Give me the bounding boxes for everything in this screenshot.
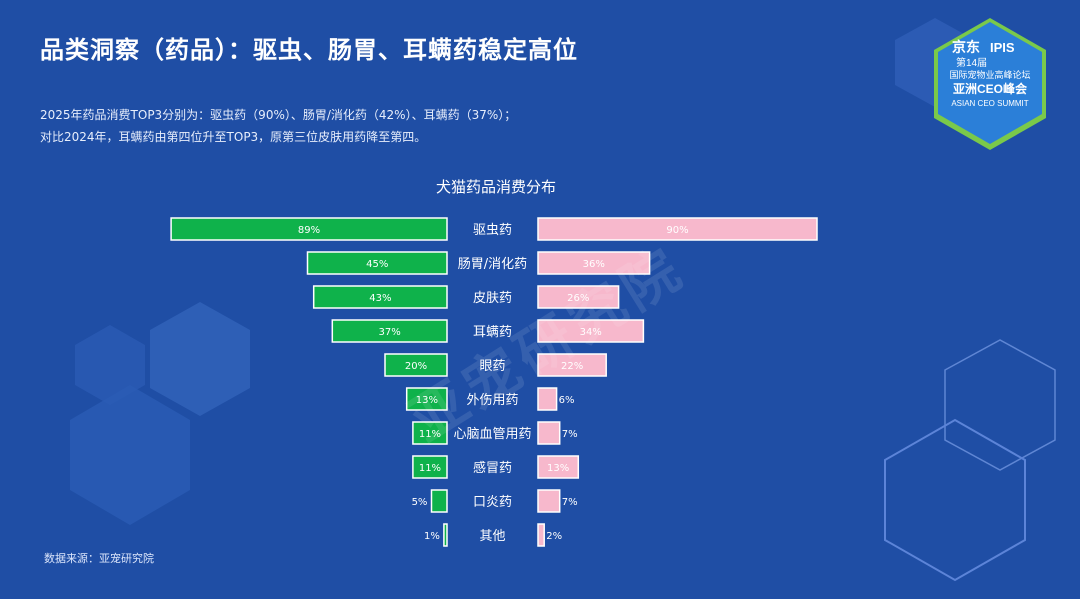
bar-left-3 (331, 319, 448, 343)
page-title: 品类洞察（药品）：驱虫、肠胃、耳螨药稳定高位 (40, 36, 578, 64)
logo-summit-cn: 亚洲CEO峰会 (953, 81, 1028, 96)
bar-right-7 (537, 455, 580, 479)
category-label-8: 口炎药 (473, 495, 512, 510)
bar-right-8 (537, 489, 561, 513)
logo-ipis: IPIS (990, 40, 1015, 55)
label-left-2: 43% (369, 293, 391, 304)
category-label-9: 其他 (479, 529, 505, 544)
label-right-5: 6% (559, 395, 575, 406)
bar-right-1 (537, 251, 651, 275)
label-right-6: 7% (562, 429, 578, 440)
bar-left-5 (405, 387, 448, 411)
data-source: 数据来源：亚宠研究院 (44, 552, 154, 565)
bar-left-8 (430, 489, 448, 513)
label-right-9: 2% (546, 531, 562, 542)
label-right-8: 7% (562, 497, 578, 508)
summary-line-2: 对比2024年，耳螨药由第四位升至TOP3，原第三位皮肤用药降至第四。 (40, 130, 427, 144)
category-label-3: 耳螨药 (473, 325, 512, 340)
label-left-7: 11% (419, 463, 441, 474)
bar-right-2 (537, 285, 620, 309)
label-left-9: 1% (424, 531, 440, 542)
category-label-2: 皮肤药 (473, 291, 512, 306)
bar-right-9 (537, 523, 545, 547)
label-right-7: 13% (547, 463, 569, 474)
bar-left-2 (312, 285, 448, 309)
label-right-3: 34% (580, 327, 602, 338)
category-label-6: 心脑血管用药 (453, 427, 531, 442)
category-label-0: 驱虫药 (473, 223, 512, 238)
bar-left-1 (306, 251, 448, 275)
bar-left-9 (443, 523, 448, 547)
bar-right-4 (537, 353, 607, 377)
bar-right-6 (537, 421, 561, 445)
bar-right-3 (537, 319, 645, 343)
bar-right-0 (537, 217, 818, 241)
label-right-0: 90% (666, 225, 688, 236)
label-right-2: 26% (567, 293, 589, 304)
label-left-4: 20% (405, 361, 427, 372)
summary-line-1: 2025年药品消费TOP3分别为：驱虫药（90%）、肠胃/消化药（42%）、耳螨… (40, 108, 517, 122)
bar-right-5 (537, 387, 558, 411)
category-label-1: 肠胃/消化药 (458, 257, 527, 272)
logo-summit-en: ASIAN CEO SUMMIT (951, 99, 1028, 108)
bar-left-6 (412, 421, 448, 445)
label-left-8: 5% (412, 497, 428, 508)
label-left-3: 37% (379, 327, 401, 338)
label-left-6: 11% (419, 429, 441, 440)
label-right-4: 22% (561, 361, 583, 372)
label-right-1: 36% (583, 259, 605, 270)
logo-brand: 京东 (952, 39, 980, 55)
label-left-0: 89% (298, 225, 320, 236)
category-label-5: 外伤用药 (466, 393, 518, 408)
logo-tagline: 国际宠物业高峰论坛 (949, 69, 1030, 80)
chart-title: 犬猫药品消费分布 (435, 178, 556, 196)
summary-text: 2025年药品消费TOP3分别为：驱虫药（90%）、肠胃/消化药（42%）、耳螨… (40, 104, 516, 148)
bar-left-0 (170, 217, 448, 241)
category-label-4: 眼药 (479, 359, 505, 374)
logo-session: 第14届 (956, 56, 987, 69)
bar-left-7 (412, 455, 448, 479)
category-label-7: 感冒药 (473, 460, 512, 476)
label-left-1: 45% (366, 259, 388, 270)
bar-left-4 (384, 353, 448, 377)
label-left-5: 13% (416, 395, 438, 406)
